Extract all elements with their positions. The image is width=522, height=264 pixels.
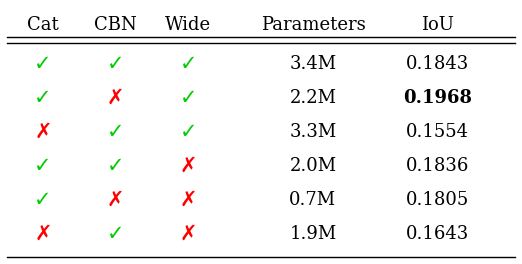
Text: 0.1643: 0.1643 [406,225,469,243]
Text: 1.9M: 1.9M [289,225,337,243]
Text: ✓: ✓ [107,156,124,176]
Text: 0.1554: 0.1554 [406,123,469,141]
Text: ✓: ✓ [180,122,197,142]
Text: 0.1805: 0.1805 [406,191,469,209]
Text: Parameters: Parameters [260,16,365,34]
Text: ✓: ✓ [180,54,197,74]
Text: 2.0M: 2.0M [289,157,337,175]
Text: ✓: ✓ [34,54,52,74]
Text: 3.4M: 3.4M [289,55,337,73]
Text: 2.2M: 2.2M [289,89,336,107]
Text: 0.1968: 0.1968 [403,89,472,107]
Text: ✗: ✗ [180,156,197,176]
Text: 0.7M: 0.7M [289,191,337,209]
Text: ✗: ✗ [107,88,124,108]
Text: 3.3M: 3.3M [289,123,337,141]
Text: ✓: ✓ [34,88,52,108]
Text: ✓: ✓ [107,122,124,142]
Text: ✓: ✓ [34,190,52,210]
Text: Cat: Cat [27,16,59,34]
Text: IoU: IoU [421,16,454,34]
Text: ✓: ✓ [107,224,124,244]
Text: CBN: CBN [94,16,137,34]
Text: ✓: ✓ [107,54,124,74]
Text: ✗: ✗ [107,190,124,210]
Text: ✓: ✓ [180,88,197,108]
Text: 0.1843: 0.1843 [406,55,469,73]
Text: 0.1836: 0.1836 [406,157,469,175]
Text: ✗: ✗ [180,224,197,244]
Text: ✗: ✗ [34,122,52,142]
Text: Wide: Wide [165,16,211,34]
Text: ✗: ✗ [34,224,52,244]
Text: ✓: ✓ [34,156,52,176]
Text: ✗: ✗ [180,190,197,210]
